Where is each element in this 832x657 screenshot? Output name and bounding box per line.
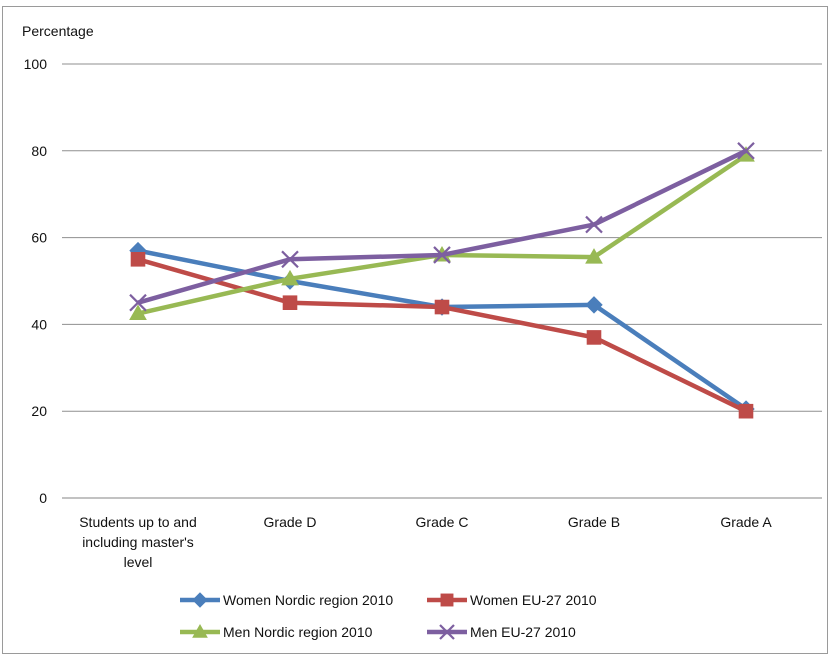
x-tick-label: Grade B bbox=[568, 514, 620, 530]
legend: Women Nordic region 2010 Women EU-27 2010… bbox=[180, 592, 597, 640]
data-point bbox=[129, 293, 147, 312]
legend-label: Women Nordic region 2010 bbox=[223, 592, 393, 608]
data-point bbox=[586, 330, 602, 345]
y-tick-label: 60 bbox=[31, 230, 47, 246]
series-line bbox=[137, 257, 747, 414]
y-tick-label: 20 bbox=[31, 403, 47, 419]
series-lines bbox=[129, 142, 755, 419]
series bbox=[129, 146, 755, 321]
data-point bbox=[281, 250, 299, 269]
data-point bbox=[440, 593, 454, 607]
y-tick-label: 100 bbox=[24, 56, 48, 72]
chart-frame bbox=[2, 6, 828, 654]
series bbox=[129, 142, 755, 312]
data-point bbox=[737, 142, 755, 160]
x-tick-label: Grade C bbox=[416, 514, 469, 530]
y-axis-ticks: 0 20 40 60 80 100 bbox=[24, 56, 48, 506]
data-point bbox=[130, 252, 146, 267]
x-axis-ticks: Students up to and including master's leve… bbox=[79, 514, 772, 570]
data-point bbox=[433, 246, 451, 264]
legend-item: Men Nordic region 2010 bbox=[180, 623, 373, 640]
y-tick-label: 40 bbox=[31, 316, 47, 332]
legend-label: Men Nordic region 2010 bbox=[223, 624, 373, 640]
data-point bbox=[192, 592, 208, 608]
x-tick-label: Grade D bbox=[264, 514, 317, 530]
x-tick-label: Students up to and including master's leve… bbox=[79, 514, 197, 570]
legend-label: Women EU-27 2010 bbox=[470, 592, 597, 608]
data-point bbox=[585, 215, 603, 234]
gridlines bbox=[62, 63, 822, 499]
data-point bbox=[434, 299, 450, 315]
y-tick-label: 0 bbox=[39, 490, 47, 506]
data-point bbox=[585, 248, 603, 264]
y-axis-label: Percentage bbox=[22, 23, 94, 39]
series-line bbox=[137, 148, 747, 305]
data-point bbox=[585, 296, 603, 314]
data-point bbox=[738, 403, 754, 419]
y-tick-label: 80 bbox=[31, 143, 47, 159]
data-point bbox=[281, 269, 299, 286]
data-point bbox=[129, 304, 147, 321]
data-point bbox=[439, 624, 455, 640]
legend-label: Men EU-27 2010 bbox=[470, 624, 576, 640]
legend-item: Women EU-27 2010 bbox=[427, 592, 597, 608]
series bbox=[129, 241, 755, 418]
legend-item: Men EU-27 2010 bbox=[427, 624, 576, 640]
data-point bbox=[282, 295, 298, 310]
legend-item: Women Nordic region 2010 bbox=[180, 592, 393, 608]
x-tick-label: Grade A bbox=[720, 514, 772, 530]
data-point bbox=[192, 623, 208, 638]
series-line bbox=[137, 153, 748, 316]
